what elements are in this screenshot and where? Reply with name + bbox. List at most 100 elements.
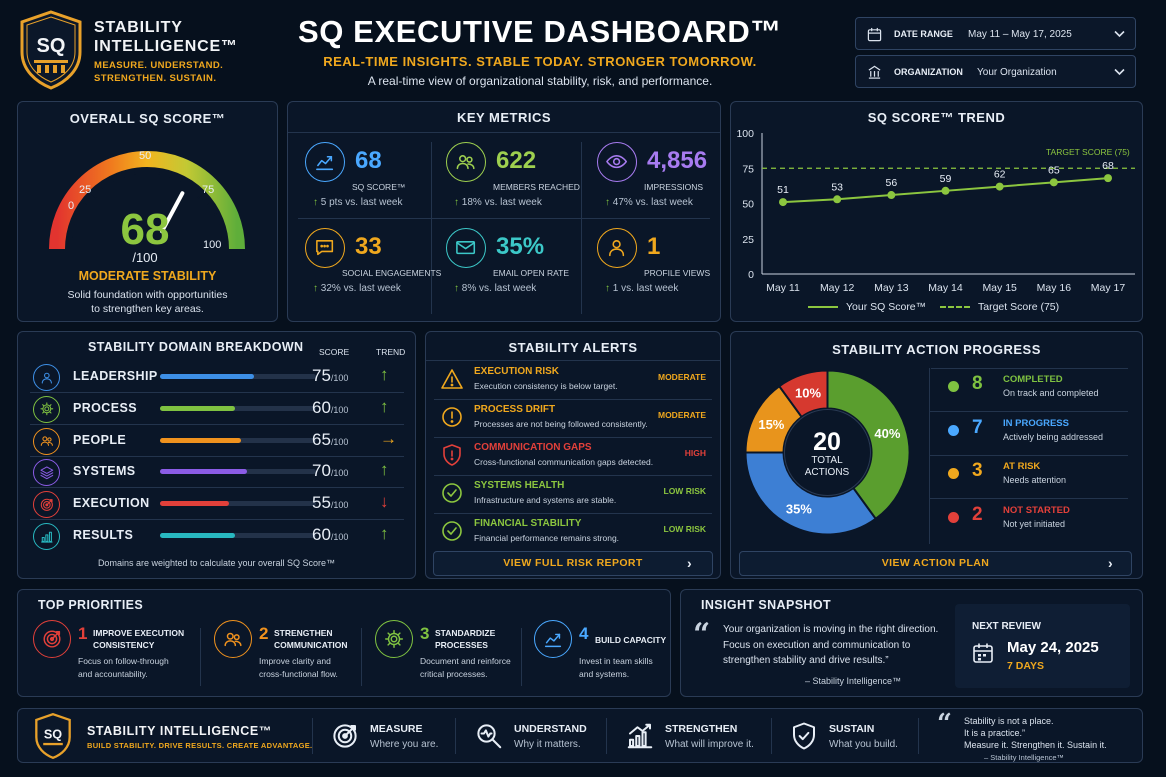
metric-change: ↑ 5 pts vs. last week <box>313 197 402 208</box>
priority-desc: Invest in team skills and systems. <box>579 655 653 681</box>
key-metrics-panel: KEY METRICS <box>287 101 721 322</box>
quote-icon: “ <box>693 617 711 652</box>
metric-value: 4,856 <box>647 147 708 174</box>
date-range-select[interactable]: DATE RANGE May 11 – May 17, 2025 <box>855 17 1136 50</box>
insight-line-3: strengthen stability and drive results.” <box>723 655 889 666</box>
domain-label: EXECUTION <box>73 496 150 511</box>
priority-desc-line-1: Invest in team skills <box>579 656 653 666</box>
people-icon <box>33 427 60 455</box>
brand-tagline-1: MEASURE. UNDERSTAND. <box>94 60 224 71</box>
eye-icon <box>597 142 637 182</box>
arrow-up-icon: ↑ <box>313 283 321 294</box>
alert-circle-icon <box>440 405 464 429</box>
gauge-tick-50: 50 <box>139 150 152 162</box>
metric-change: ↑ 32% vs. last week <box>313 283 401 294</box>
gear-icon <box>33 395 60 423</box>
view-action-plan-button[interactable]: VIEW ACTION PLAN › <box>739 551 1132 576</box>
page-description: A real-time view of organizational stabi… <box>367 74 713 88</box>
alert-item[interactable]: COMMUNICATION GAPS Cross-functional commu… <box>434 439 712 476</box>
y-tick-label: 25 <box>742 234 754 246</box>
domain-bar-fill <box>160 469 248 475</box>
priority-title-line-1: IMPROVE EXECUTION <box>93 628 185 638</box>
priority-title-line-2: PROCESSES <box>435 640 488 650</box>
domain-score: 60/100 <box>312 398 348 418</box>
score-desc-1: Solid foundation with opportunities <box>67 289 228 301</box>
priority-item: 3 STANDARDIZE PROCESSES Document and reinfo… <box>375 618 545 680</box>
action-count: 3 <box>972 460 983 481</box>
total-actions-value: 20 <box>813 428 841 456</box>
trend-arrow-icon: ↑ <box>380 396 389 416</box>
x-tick-label: May 16 <box>1037 282 1072 294</box>
trend-chart-icon <box>534 620 572 658</box>
organization-label: ORGANIZATION <box>894 67 963 77</box>
target-score-label: TARGET SCORE (75) <box>1046 147 1130 157</box>
domain-score: 60/100 <box>312 525 348 545</box>
action-count: 8 <box>972 373 983 394</box>
metric-change: ↑ 47% vs. last week <box>605 197 693 208</box>
organization-value: Your Organization <box>977 67 1057 78</box>
alert-item[interactable]: SYSTEMS HEALTH Infrastructure and systems… <box>434 477 712 514</box>
arrow-up-icon: ↑ <box>313 197 321 208</box>
priority-item: 1 IMPROVE EXECUTION CONSISTENCY Focus on fo… <box>33 618 203 680</box>
domain-row-results: RESULTS 60/100 ↑ <box>30 522 404 550</box>
view-action-plan-label: VIEW ACTION PLAN <box>881 557 990 569</box>
score-point-label: 62 <box>994 169 1006 181</box>
action-status-desc: On track and completed <box>1003 388 1099 398</box>
view-risk-report-label: VIEW FULL RISK REPORT <box>503 557 643 569</box>
legend-target-swatch <box>940 306 970 308</box>
footer-bar <box>17 708 1143 763</box>
brand-name-1: STABILITY <box>94 19 183 36</box>
organization-select[interactable]: ORGANIZATION Your Organization <box>855 55 1136 88</box>
people-icon <box>446 142 486 182</box>
priority-desc-line-2: critical processes. <box>420 669 488 679</box>
total-actions-label-1: TOTAL <box>811 455 843 466</box>
gear-icon <box>375 620 413 658</box>
y-tick-label: 0 <box>748 269 754 281</box>
domain-bar-track <box>160 469 316 475</box>
alert-item[interactable]: EXECUTION RISK Execution consistency is b… <box>434 363 712 400</box>
x-tick-label: May 13 <box>874 282 909 294</box>
page-title: SQ EXECUTIVE DASHBOARD™ <box>297 14 783 49</box>
donut-slice <box>777 369 829 419</box>
alert-title: EXECUTION RISK <box>474 366 560 377</box>
action-status-title: IN PROGRESS <box>1003 417 1069 429</box>
domain-bar-fill <box>160 437 242 443</box>
alert-item[interactable]: PROCESS DRIFT Processes are not being fol… <box>434 401 712 438</box>
score-point-label: 59 <box>940 173 952 185</box>
score-point <box>833 195 842 204</box>
alert-item[interactable]: FINANCIAL STABILITY Financial performance… <box>434 515 712 551</box>
domain-score-value: 65 <box>312 429 331 449</box>
domain-note: Domains are weighted to calculate your o… <box>97 558 336 568</box>
metric-label: SQ SCORE™ <box>352 182 406 192</box>
alert-desc: Execution consistency is below target. <box>474 381 618 391</box>
calendar-icon <box>973 643 993 663</box>
metric-label: EMAIL OPEN RATE <box>493 268 570 278</box>
metric-label: MEMBERS REACHED <box>493 182 580 192</box>
x-tick-label: May 12 <box>820 282 855 294</box>
priority-item: 2 STRENGTHEN COMMUNICATION Improve clarity … <box>214 618 384 680</box>
domain-bar-track <box>160 405 316 411</box>
metric-value: 35% <box>496 233 545 260</box>
priority-number: 4 <box>579 624 589 643</box>
status-dot <box>948 468 959 479</box>
warning-icon <box>440 367 464 391</box>
alert-title: COMMUNICATION GAPS <box>474 442 592 453</box>
action-count: 7 <box>972 416 983 438</box>
overall-score-title: OVERALL SQ SCORE™ <box>69 111 226 126</box>
domain-score-value: 75 <box>312 366 331 385</box>
domain-row-execution: EXECUTION 55/100 ↓ <box>30 490 404 521</box>
alert-desc: Processes are not being followed consist… <box>474 419 648 429</box>
next-review-date: May 24, 2025 <box>1007 639 1099 656</box>
status-dot <box>948 381 959 392</box>
priority-desc-line-2: cross-functional flow. <box>259 669 338 679</box>
view-full-risk-report-button[interactable]: VIEW FULL RISK REPORT › <box>433 551 713 576</box>
target-icon <box>33 620 71 658</box>
action-progress-title: STABILITY ACTION PROGRESS <box>832 342 1041 357</box>
domain-row-systems: SYSTEMS 70/100 ↑ <box>30 458 404 489</box>
score-point-label: 56 <box>885 177 897 189</box>
domain-trend-header: TREND <box>376 347 406 357</box>
domain-score-value: 70 <box>312 461 331 481</box>
footer-item-title: UNDERSTAND <box>514 723 587 735</box>
score-point <box>1104 174 1112 183</box>
check-circle-icon <box>440 481 464 505</box>
